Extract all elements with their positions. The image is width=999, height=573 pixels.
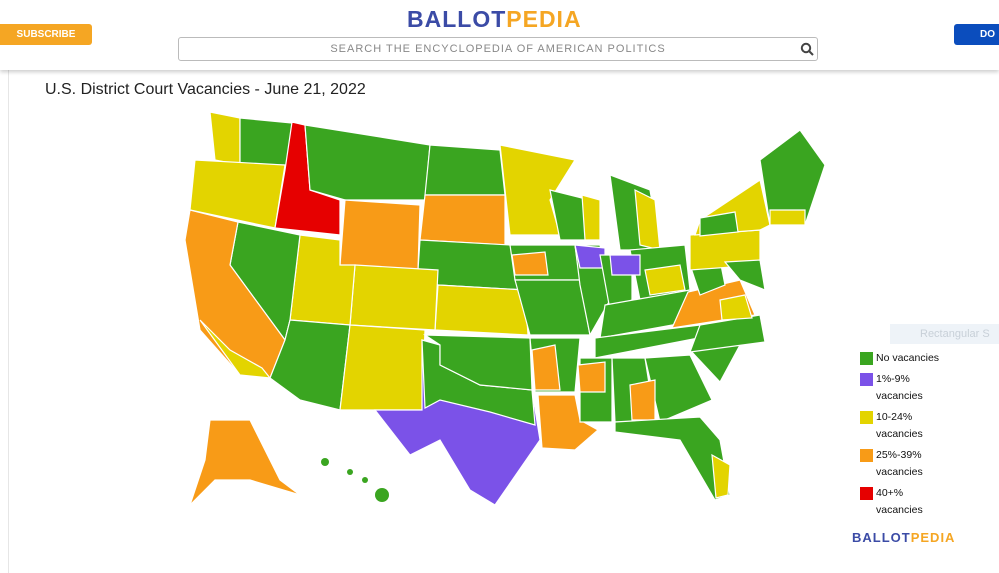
state <box>769 209 806 226</box>
legend-swatch <box>860 487 873 500</box>
state <box>424 144 506 196</box>
legend-item: No vacancies <box>860 352 950 367</box>
state <box>239 117 293 166</box>
legend-label: 10-24% vacancies <box>876 411 923 440</box>
logo-part: BALLOT <box>852 530 911 545</box>
state <box>419 194 506 246</box>
legend-item: 1%-9% vacancies <box>860 373 950 405</box>
legend-swatch <box>860 449 873 462</box>
legend: No vacancies 1%-9% vacancies 10-24% vacanc… <box>860 352 950 525</box>
state <box>609 254 641 276</box>
state <box>614 416 731 501</box>
legend-swatch <box>860 373 873 386</box>
island <box>362 477 368 483</box>
state <box>581 194 601 241</box>
island <box>321 458 329 466</box>
state <box>339 199 421 271</box>
legend-label: No vacancies <box>876 352 940 364</box>
legend-label: 1%-9% vacancies <box>876 373 923 402</box>
legend-label: 25%-39% vacancies <box>876 449 923 478</box>
island <box>375 488 389 502</box>
overlay-label: Rectangular S <box>890 324 999 344</box>
donate-button[interactable]: DO <box>954 24 999 45</box>
logo-part: PEDIA <box>506 6 582 32</box>
subscribe-button[interactable]: SUBSCRIBE <box>0 24 92 45</box>
state <box>711 453 731 499</box>
island <box>347 469 353 475</box>
state <box>304 124 431 201</box>
legend-label: 40+% vacancies <box>876 487 923 516</box>
state <box>434 284 529 336</box>
search-box[interactable]: SEARCH THE ENCYCLOPEDIA OF AMERICAN POLI… <box>178 37 818 61</box>
state <box>699 211 739 237</box>
state <box>644 264 686 296</box>
logo-part: PEDIA <box>910 530 956 545</box>
state <box>629 379 656 421</box>
state <box>199 319 272 379</box>
legend-swatch <box>860 352 873 365</box>
state <box>531 344 561 391</box>
search-icon[interactable] <box>800 42 814 56</box>
state <box>349 264 439 331</box>
sidebar <box>0 70 9 573</box>
state <box>209 111 241 166</box>
state <box>759 129 826 226</box>
state <box>723 259 766 291</box>
state <box>537 394 600 451</box>
legend-item: 40+% vacancies <box>860 487 950 519</box>
footer-logo: BALLOTPEDIA <box>852 530 955 545</box>
legend-swatch <box>860 411 873 424</box>
legend-item: 25%-39% vacancies <box>860 449 950 481</box>
state <box>339 324 426 411</box>
legend-item: 10-24% vacancies <box>860 411 950 443</box>
logo[interactable]: BALLOTPEDIA <box>407 6 582 33</box>
state <box>189 419 301 506</box>
state <box>511 251 549 276</box>
map-title: U.S. District Court Vacancies - June 21,… <box>45 81 366 98</box>
header: SUBSCRIBE BALLOTPEDIA SEARCH THE ENCYCLO… <box>0 0 999 70</box>
state <box>719 294 753 321</box>
search-placeholder: SEARCH THE ENCYCLOPEDIA OF AMERICAN POLI… <box>330 43 666 55</box>
logo-part: BALLOT <box>407 6 507 32</box>
state <box>577 361 606 393</box>
